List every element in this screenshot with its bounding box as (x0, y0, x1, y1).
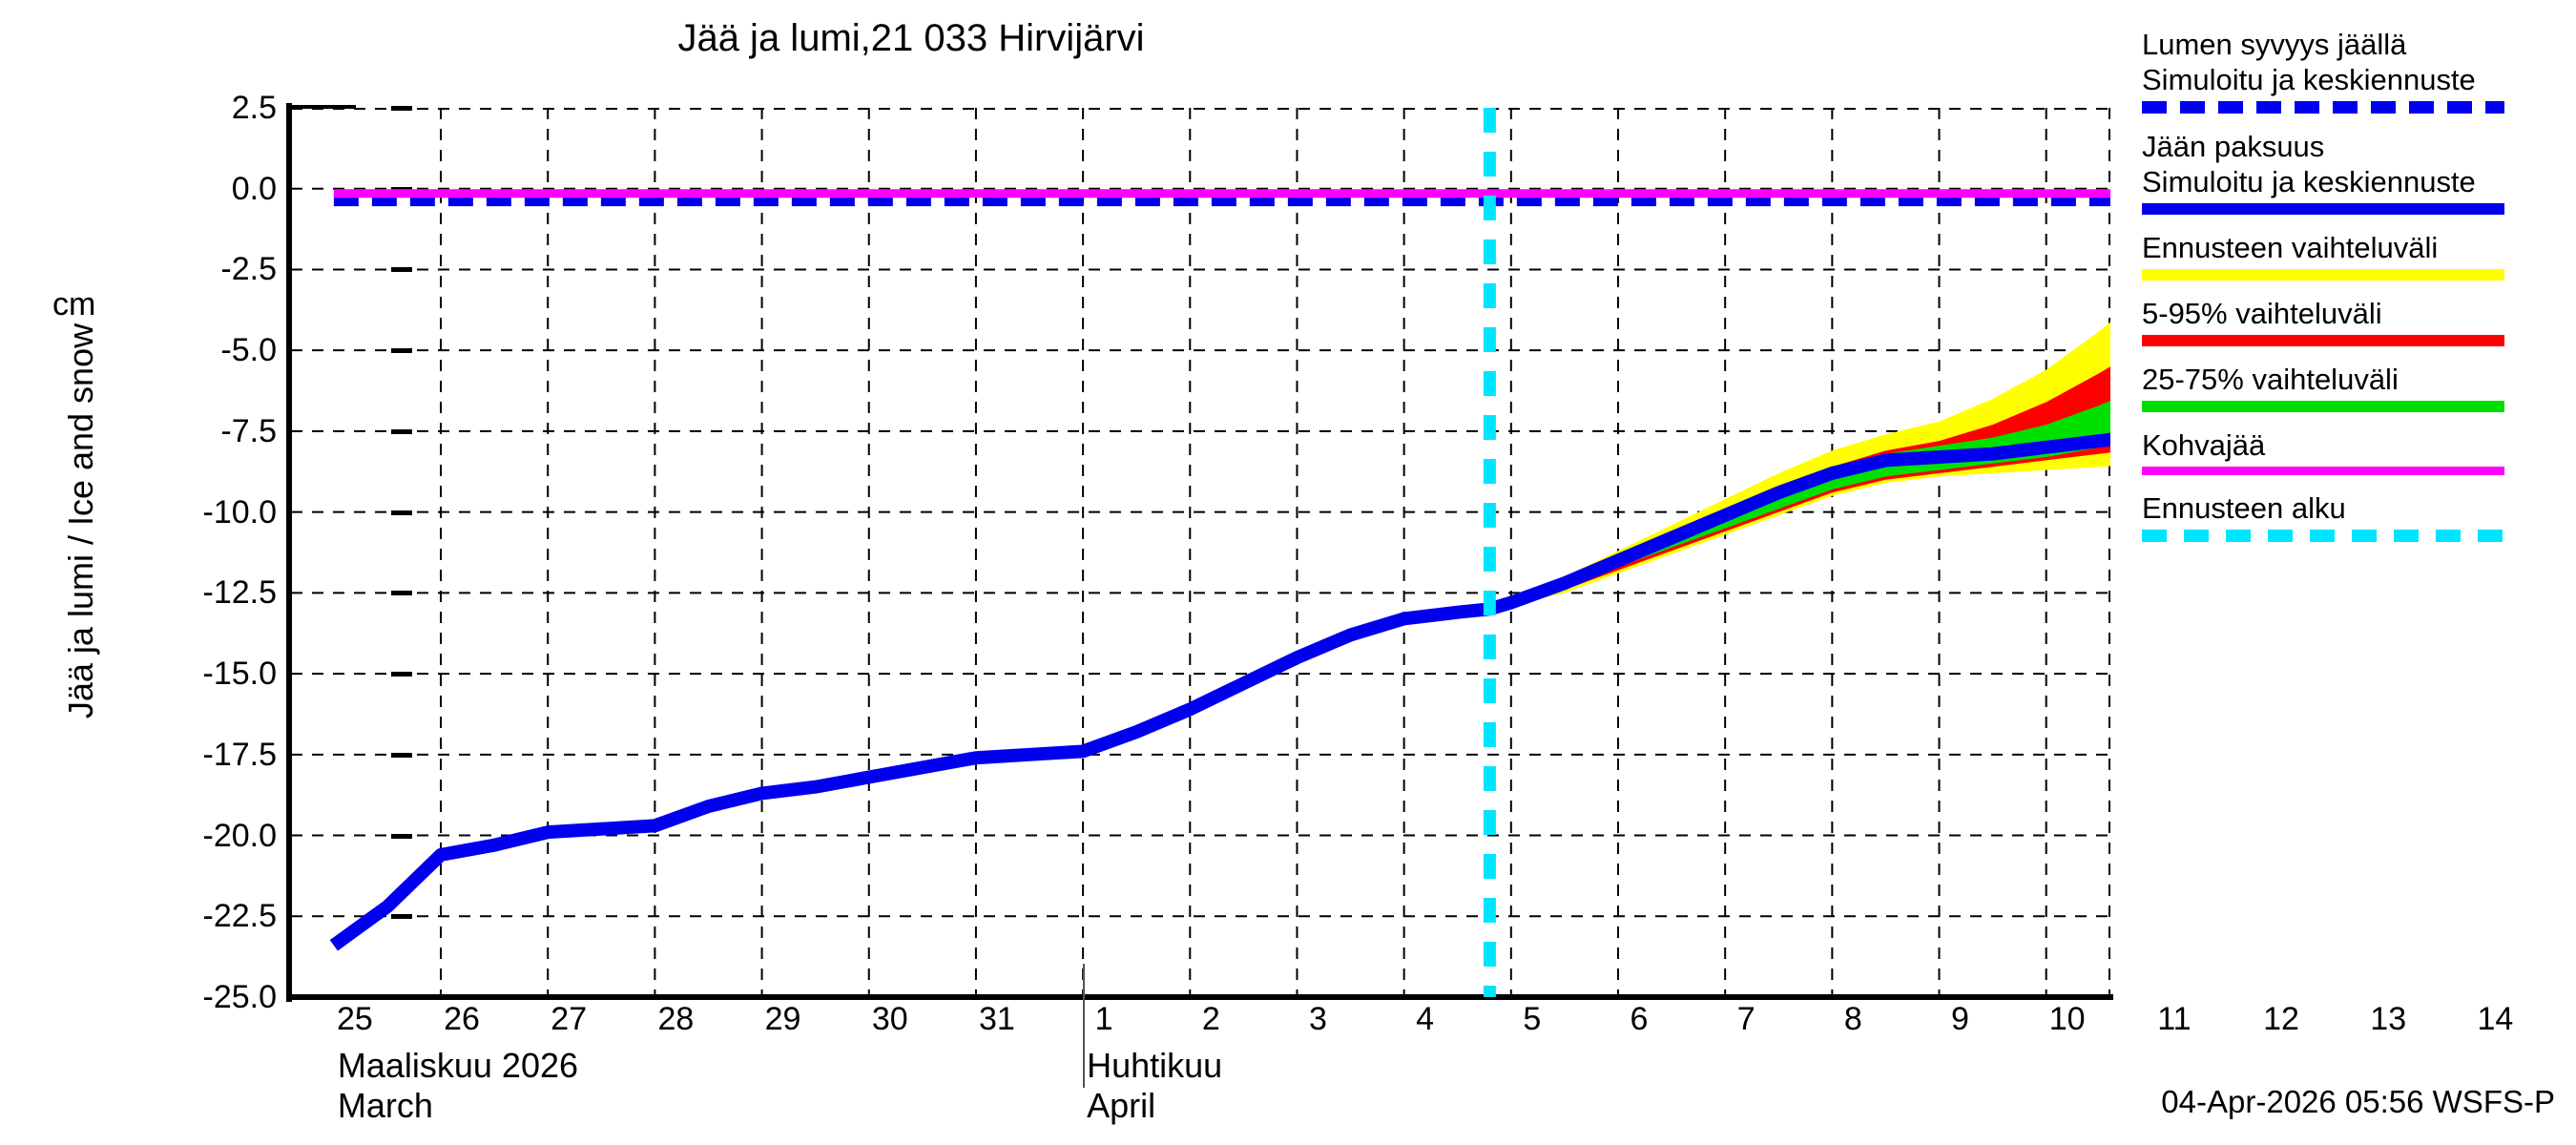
x-axis-tick-label: 9 (1951, 1001, 1969, 1037)
legend-item[interactable]: 25-75% vaihteluväli (2142, 362, 2552, 412)
x-axis-tick-label: 30 (871, 1001, 908, 1037)
legend-swatch (2142, 530, 2504, 542)
x-axis-tick-label: 13 (2370, 1001, 2407, 1037)
legend-swatch (2142, 101, 2504, 114)
x-axis-tick-label: 4 (1416, 1001, 1435, 1037)
x-axis-tick-label: 10 (2048, 1001, 2086, 1037)
month-label-fi: Huhtikuu (1087, 1046, 1223, 1085)
x-axis-tick-label: 11 (2157, 1001, 2192, 1037)
legend-item[interactable]: Kohvajää (2142, 427, 2552, 475)
footer-timestamp: 04-Apr-2026 05:56 WSFS-P (2161, 1084, 2555, 1119)
legend-swatch (2142, 401, 2504, 412)
y-axis-tick-mark (391, 995, 412, 1000)
y-axis-tick-label: -2.5 (220, 251, 277, 288)
legend-item[interactable]: 5-95% vaihteluväli (2142, 296, 2552, 346)
y-axis-tick-label: -22.5 (202, 898, 278, 935)
x-axis-tick-label: 7 (1736, 1001, 1755, 1037)
x-axis-tick-label: 3 (1308, 1001, 1327, 1037)
x-axis-tick-label: 27 (551, 1001, 588, 1037)
legend-item-sublabel: Simuloitu ja keskiennuste (2142, 63, 2476, 96)
month-separator (1083, 964, 1086, 1088)
month-label-fi: Maaliskuu 2026 (337, 1046, 579, 1085)
y-axis-unit-label: cm (52, 286, 96, 323)
y-axis-top-stub (291, 105, 356, 109)
y-axis-tick-label: -10.0 (202, 493, 278, 531)
legend-item[interactable]: Lumen syvyys jäällä Simuloitu ja keskienn… (2142, 27, 2552, 114)
y-axis-tick-label: -20.0 (202, 817, 278, 854)
y-axis-tick-label: -7.5 (220, 412, 277, 449)
x-axis-tick-label: 1 (1094, 1001, 1113, 1037)
legend-item-label: 5-95% vaihteluväli (2142, 297, 2382, 330)
legend-item-label: Ennusteen vaihteluväli (2142, 231, 2439, 264)
x-axis-tick-label: 31 (979, 1001, 1015, 1037)
forecast-band (1489, 322, 2110, 610)
y-axis-tick-label: -25.0 (202, 979, 278, 1015)
x-axis-line (286, 994, 2113, 1000)
legend-swatch (2142, 269, 2504, 281)
x-axis-tick-label: 8 (1843, 1001, 1862, 1037)
y-axis-tick-label: -5.0 (220, 332, 277, 369)
page-title: Jää ja lumi,21 033 Hirvijärvi (677, 17, 1145, 59)
x-axis-tick-labels: 252627282930311234567891011121314151617M… (291, 964, 2513, 1125)
x-axis-tick-label: 28 (657, 1001, 695, 1037)
x-axis-tick-label: 29 (764, 1001, 801, 1037)
legend-item-label: 25-75% vaihteluväli (2142, 363, 2399, 396)
y-axis-line (286, 103, 292, 1002)
month-label-en: April (1087, 1086, 1156, 1125)
legend-item[interactable]: Ennusteen vaihteluväli (2142, 230, 2552, 281)
legend-item[interactable]: Jään paksuus Simuloitu ja keskiennuste (2142, 129, 2552, 215)
y-axis-tick-label: -15.0 (202, 656, 278, 693)
legend: Lumen syvyys jäällä Simuloitu ja keskienn… (2142, 27, 2552, 557)
legend-swatch (2142, 203, 2504, 215)
plot-area (291, 108, 2110, 997)
month-label-en: March (337, 1086, 433, 1125)
plot-svg (291, 108, 2110, 997)
y-axis-tick-label: 0.0 (231, 170, 277, 207)
x-axis-tick-label: 26 (444, 1001, 480, 1037)
legend-item-label: Jään paksuus (2142, 130, 2325, 163)
legend-swatch (2142, 335, 2504, 346)
y-axis-tick-labels: 2.5 0.0 -2.5 -5.0 -7.5 -10.0 -12.5 -15.0 -17.5 -2… (105, 92, 412, 1013)
x-axis-tick-label: 25 (336, 1001, 373, 1037)
legend-item[interactable]: Ennusteen alku (2142, 490, 2552, 542)
legend-item-label: Lumen syvyys jäällä (2142, 28, 2407, 61)
y-axis-tick-label: -12.5 (202, 574, 278, 612)
legend-swatch (2142, 467, 2504, 475)
series-line (329, 432, 2110, 951)
x-axis-tick-label: 12 (2263, 1001, 2299, 1037)
y-axis-title: Jää ja lumi / Ice and snow (61, 323, 100, 719)
legend-item-sublabel: Simuloitu ja keskiennuste (2142, 165, 2476, 198)
month-block: Maaliskuu 2026 March (338, 1046, 578, 1126)
x-axis-tick-label: 2 (1201, 1001, 1220, 1037)
legend-item-label: Kohvajää (2142, 428, 2266, 462)
legend-item-label: Ennusteen alku (2142, 491, 2346, 525)
month-block: Huhtikuu April (1087, 1046, 1222, 1126)
x-axis-tick-label: 6 (1630, 1001, 1649, 1037)
x-axis-tick-label: 5 (1523, 1001, 1542, 1037)
y-axis-tick-label: -17.5 (202, 736, 278, 773)
x-axis-tick-label: 14 (2477, 1001, 2514, 1037)
y-axis-tick-label: 2.5 (231, 90, 277, 126)
